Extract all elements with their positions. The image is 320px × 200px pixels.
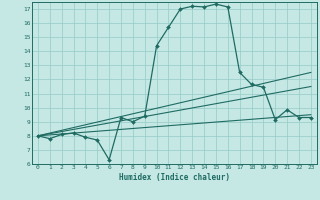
X-axis label: Humidex (Indice chaleur): Humidex (Indice chaleur) bbox=[119, 173, 230, 182]
